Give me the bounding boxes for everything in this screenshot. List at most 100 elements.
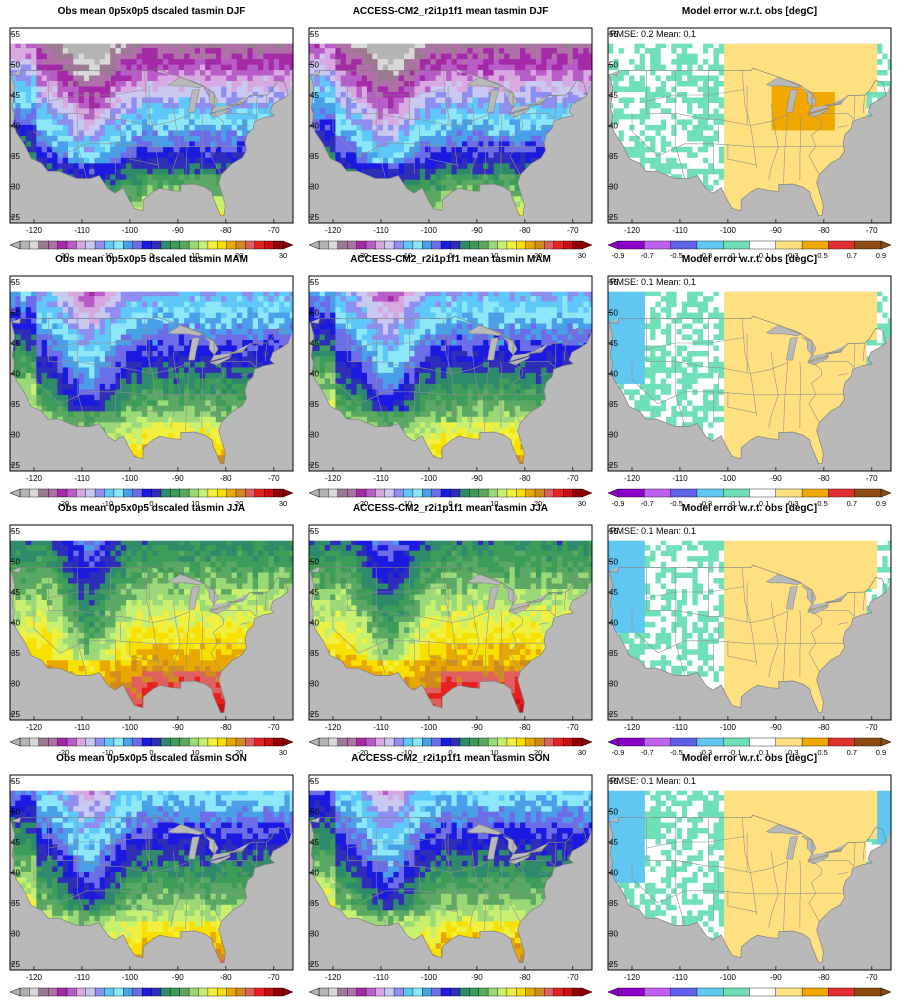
field-cell <box>189 157 196 164</box>
field-cell <box>231 107 238 114</box>
field-cell <box>62 80 69 87</box>
field-cell <box>199 53 206 60</box>
field-cell <box>252 91 259 98</box>
field-cell <box>62 162 69 169</box>
field-cell <box>89 157 95 164</box>
field-cell <box>361 168 368 175</box>
field-cell <box>78 113 85 120</box>
field-cell <box>36 140 43 147</box>
field-cell <box>89 102 95 109</box>
field-cell <box>509 140 516 147</box>
field-cell <box>541 102 548 109</box>
colorbar-tick-label: -10 <box>102 251 113 260</box>
field-cell <box>231 129 238 136</box>
field-cell <box>136 168 143 175</box>
field-cell <box>440 91 447 98</box>
field-cell <box>126 102 132 109</box>
field-cell <box>435 168 442 175</box>
field-cell <box>393 129 400 136</box>
field-cell <box>252 113 259 120</box>
field-cell <box>131 43 138 49</box>
field-cell <box>372 107 379 114</box>
field-cell <box>226 58 233 65</box>
field-cell <box>268 102 275 109</box>
field-cell <box>94 124 101 131</box>
field-cell <box>57 107 64 114</box>
field-cell <box>120 162 127 169</box>
field-cell <box>446 168 453 175</box>
field-cell <box>388 102 394 109</box>
field-cell <box>221 124 227 131</box>
field-cell <box>367 157 373 164</box>
field-cell <box>62 74 69 81</box>
field-cell <box>435 124 442 131</box>
field-cell <box>199 58 206 65</box>
colorbar-extend-high <box>282 240 294 250</box>
field-cell <box>462 184 468 191</box>
field-cell <box>409 96 416 103</box>
field-cell <box>430 135 437 142</box>
field-cell <box>425 162 431 169</box>
field-cell <box>356 162 363 169</box>
colorbar-swatch <box>264 240 275 250</box>
field-cell <box>226 64 233 71</box>
field-cell <box>520 124 526 131</box>
field-cell <box>467 168 474 175</box>
field-cell <box>215 96 222 103</box>
field-cell <box>126 113 132 120</box>
state-border <box>76 70 87 179</box>
field-cell <box>514 162 521 169</box>
field-cell <box>509 113 516 120</box>
field-cell <box>231 91 238 98</box>
field-cell <box>147 91 154 98</box>
field-cell <box>152 85 159 92</box>
field-cell <box>258 47 264 54</box>
field-cell <box>289 69 293 76</box>
field-cell <box>414 91 421 98</box>
field-cell <box>268 64 275 71</box>
field-cell <box>68 162 74 169</box>
field-cell <box>351 85 358 92</box>
field-cell <box>168 168 175 175</box>
field-cell <box>477 118 484 125</box>
field-cell <box>477 91 484 98</box>
field-cell <box>462 140 468 147</box>
field-cell <box>52 124 59 131</box>
state-border <box>170 104 181 181</box>
field-cell <box>136 179 143 186</box>
field-cell <box>120 135 127 142</box>
field-cell <box>147 179 154 186</box>
field-cell <box>525 118 532 125</box>
field-cell <box>398 146 405 153</box>
colorbar-swatch <box>170 240 181 250</box>
field-cell <box>25 146 32 153</box>
colorbar-swatch <box>94 240 105 250</box>
field-cell <box>152 118 159 125</box>
field-cell <box>356 107 363 114</box>
field-cell <box>226 140 233 147</box>
field-cell <box>335 140 342 147</box>
field-cell <box>15 118 22 125</box>
field-cell <box>141 43 148 49</box>
field-cell <box>493 146 500 153</box>
field-cell <box>57 124 64 131</box>
field-cell <box>530 146 537 153</box>
field-cell <box>247 85 254 92</box>
field-cell <box>199 91 206 98</box>
field-cell <box>126 47 132 54</box>
field-cell <box>46 80 53 87</box>
field-cell <box>147 58 154 65</box>
field-cell <box>324 129 331 136</box>
field-cell <box>279 69 285 76</box>
field-cell <box>430 184 437 191</box>
field-cell <box>467 184 474 191</box>
field-cell <box>242 69 249 76</box>
field-cell <box>168 102 175 109</box>
field-cell <box>273 43 280 49</box>
field-cell <box>236 80 243 87</box>
field-cell <box>372 157 379 164</box>
field-cell <box>258 107 264 114</box>
colorbar-swatch <box>254 240 265 250</box>
field-cell <box>68 91 74 98</box>
field-cell <box>105 43 111 49</box>
